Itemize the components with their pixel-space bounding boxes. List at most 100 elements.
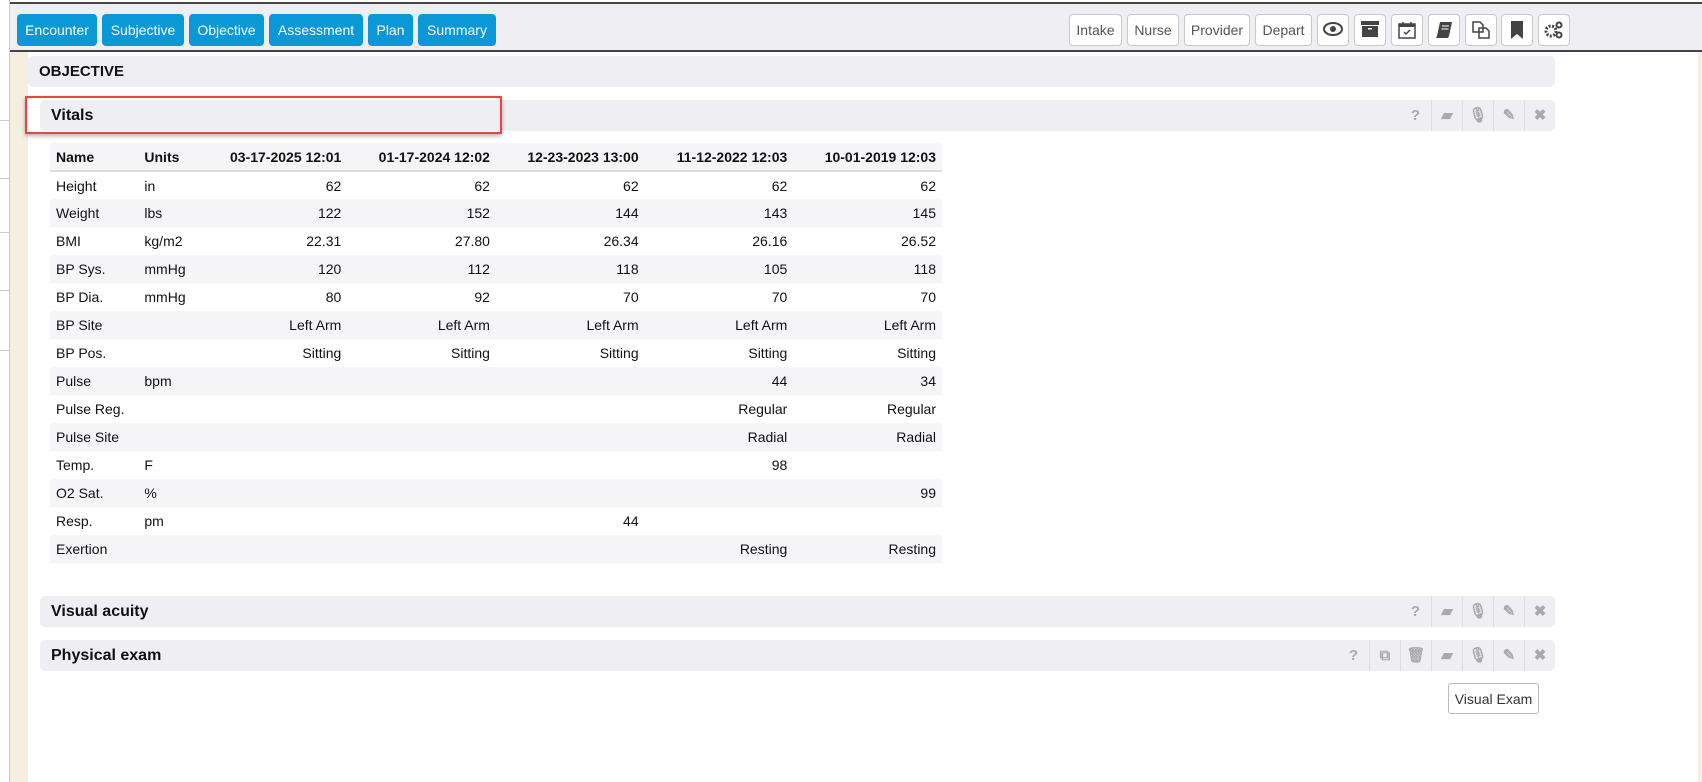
tab-subjective[interactable]: Subjective [102, 14, 184, 46]
microphone-icon[interactable]: 🎙 [1462, 596, 1493, 627]
vital-value: Resting [644, 535, 794, 563]
left-gutter [10, 52, 28, 782]
help-icon[interactable]: ? [1348, 647, 1359, 664]
vital-value [347, 423, 496, 451]
table-row: Pulse bpm 44 34 [50, 367, 942, 395]
vital-value: 62 [920, 177, 936, 194]
tab-summary[interactable]: Summary [418, 14, 496, 46]
vital-value [347, 367, 496, 395]
vital-units [138, 339, 196, 367]
vital-units: lbs [138, 199, 197, 227]
table-row: Height in 62 62 62 62 62 [50, 171, 942, 199]
book-icon[interactable]: ▰ [1431, 100, 1462, 131]
vital-value: Radial [644, 423, 794, 451]
visual-acuity-panel-header: Visual acuity ? ▰ 🎙 ✎ ✖ [40, 596, 1555, 627]
vital-value: Sitting [748, 345, 788, 361]
vitals-panel-header: Vitals ? ▰ 🎙 ✎ ✖ [40, 100, 1555, 131]
archive-button[interactable] [1354, 14, 1386, 46]
column-header: 12-23-2023 13:00 [495, 143, 645, 172]
vital-value: 98 [771, 457, 788, 473]
vital-value [496, 395, 645, 423]
vital-value [197, 395, 348, 423]
eye-button[interactable] [1317, 14, 1349, 46]
book-icon[interactable]: ▰ [1431, 596, 1462, 627]
book-icon [1436, 22, 1452, 38]
vital-value [347, 451, 496, 479]
microphone-icon[interactable]: 🎙 [1462, 640, 1493, 671]
help-icon[interactable]: ? [1410, 107, 1421, 124]
vitals-table: Name Units 03-17-2025 12:01 01-17-2024 12:0… [50, 143, 942, 563]
vital-value [197, 451, 348, 479]
vital-value: Sitting [897, 345, 936, 361]
vital-value: 80 [325, 289, 342, 305]
vital-value: 70 [623, 289, 639, 305]
archive-icon [1361, 21, 1379, 37]
provider-button[interactable]: Provider [1184, 14, 1250, 46]
vital-units: kg/m2 [144, 233, 183, 249]
vital-value: 34 [793, 367, 942, 395]
vital-name: BP Site [50, 311, 139, 339]
column-header: 11-12-2022 12:03 [644, 143, 794, 172]
settings-button[interactable] [1538, 14, 1570, 46]
nurse-button[interactable]: Nurse [1127, 14, 1179, 46]
tab-encounter[interactable]: Encounter [17, 14, 97, 46]
help-icon[interactable]: ? [1410, 603, 1421, 620]
tab-objective[interactable]: Objective [189, 14, 264, 46]
tab-plan[interactable]: Plan [368, 14, 413, 46]
vital-value [347, 507, 496, 535]
physical-exam-panel-header: Physical exam ? ⧉ 🗑 ▰ 🎙 ✎ ✖ [40, 640, 1555, 671]
vital-value [495, 367, 645, 395]
close-icon[interactable]: ✖ [1524, 100, 1555, 131]
bookmark-icon [1511, 21, 1523, 39]
vital-value: 118 [495, 255, 645, 283]
table-row: O2 Sat.% 99 [50, 479, 942, 507]
table-row: Pulse Site Radial Radial [50, 423, 942, 451]
pencil-icon[interactable]: ✎ [1493, 100, 1524, 131]
pencil-icon[interactable]: ✎ [1493, 640, 1524, 671]
vital-units: F [144, 457, 153, 473]
vital-name: Pulse Site [50, 423, 139, 451]
vital-value: Left Arm [495, 311, 645, 339]
close-icon[interactable]: ✖ [1524, 596, 1555, 627]
vital-value: Left Arm [347, 311, 496, 339]
bookmark-button[interactable] [1501, 14, 1533, 46]
vital-value [197, 507, 348, 535]
microphone-icon[interactable]: 🎙 [1462, 100, 1493, 131]
depart-button[interactable]: Depart [1255, 14, 1312, 46]
copy-button[interactable] [1465, 14, 1497, 46]
vital-name: BP Dia. [56, 289, 104, 305]
left-strip [0, 0, 10, 782]
objective-header: OBJECTIVE [28, 56, 1555, 87]
vital-value: Sitting [302, 345, 342, 361]
vital-value: 62 [474, 177, 490, 194]
vital-value: 105 [644, 255, 794, 283]
vital-units: mmHg [138, 255, 197, 283]
vital-value: 26.52 [900, 233, 936, 249]
vital-value [196, 367, 348, 395]
vital-value: 145 [793, 199, 942, 227]
vital-value: Radial [793, 423, 942, 451]
trash-icon[interactable]: 🗑 [1400, 640, 1431, 671]
vital-value: Left Arm [793, 311, 942, 339]
vital-value: 120 [196, 255, 348, 283]
intake-button[interactable]: Intake [1069, 14, 1122, 46]
vital-value: 62 [325, 177, 342, 194]
vital-units [138, 535, 197, 563]
table-row: Weight lbs 122 152 144 143 145 [50, 199, 942, 227]
vital-value: 44 [644, 367, 794, 395]
vital-value [347, 395, 496, 423]
book-button[interactable] [1428, 14, 1460, 46]
pencil-icon[interactable]: ✎ [1493, 596, 1524, 627]
vital-value: 144 [495, 199, 645, 227]
copy-icon[interactable]: ⧉ [1369, 640, 1400, 671]
close-icon[interactable]: ✖ [1524, 640, 1555, 671]
vital-name: BMI [56, 233, 81, 249]
book-icon[interactable]: ▰ [1431, 640, 1462, 671]
table-row: Temp. F 98 [50, 451, 942, 479]
calendar-button[interactable] [1391, 14, 1423, 46]
visual-exam-button[interactable]: Visual Exam [1448, 683, 1539, 714]
vital-value: 44 [623, 513, 639, 529]
vital-units: bpm [138, 367, 197, 395]
tab-assessment[interactable]: Assessment [269, 14, 363, 46]
vital-value: Regular [738, 401, 788, 417]
